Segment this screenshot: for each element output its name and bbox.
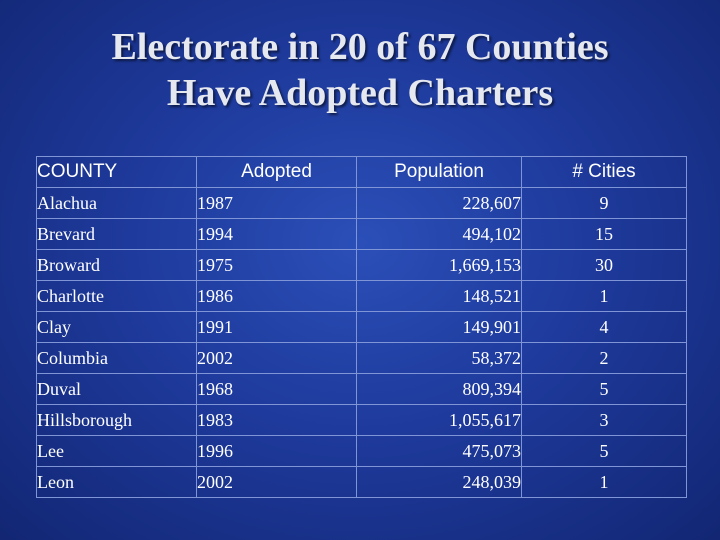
county-cell: Clay (36, 311, 197, 343)
header-row: COUNTY Adopted Population # Cities (36, 156, 687, 188)
county-cell: Alachua (36, 187, 197, 219)
adopted-cell: 1968 (196, 373, 357, 405)
column-header-population: Population (356, 156, 522, 188)
county-cell: Brevard (36, 218, 197, 250)
table-row: Leon 2002 248,039 1 (36, 466, 687, 498)
adopted-cell: 1996 (196, 435, 357, 467)
adopted-cell: 2002 (196, 342, 357, 374)
county-cell: Duval (36, 373, 197, 405)
column-header-adopted: Adopted (196, 156, 357, 188)
county-cell: Lee (36, 435, 197, 467)
table-row: Lee 1996 475,073 5 (36, 435, 687, 467)
cities-cell: 1 (521, 466, 687, 498)
cities-cell: 15 (521, 218, 687, 250)
table-row: Broward 1975 1,669,153 30 (36, 249, 687, 281)
cities-cell: 3 (521, 404, 687, 436)
county-cell: Columbia (36, 342, 197, 374)
table-row: Columbia 2002 58,372 2 (36, 342, 687, 374)
population-cell: 58,372 (356, 342, 522, 374)
slide-title: Electorate in 20 of 67 Counties Have Ado… (0, 24, 720, 116)
cities-cell: 9 (521, 187, 687, 219)
adopted-cell: 1991 (196, 311, 357, 343)
title-line-1: Electorate in 20 of 67 Counties (111, 26, 609, 68)
population-cell: 148,521 (356, 280, 522, 312)
cities-cell: 5 (521, 435, 687, 467)
county-cell: Leon (36, 466, 197, 498)
population-cell: 475,073 (356, 435, 522, 467)
adopted-cell: 1987 (196, 187, 357, 219)
cities-cell: 1 (521, 280, 687, 312)
population-cell: 494,102 (356, 218, 522, 250)
table-row: Clay 1991 149,901 4 (36, 311, 687, 343)
table-row: Brevard 1994 494,102 15 (36, 218, 687, 250)
column-header-county: COUNTY (36, 156, 197, 188)
adopted-cell: 1983 (196, 404, 357, 436)
table-row: Hillsborough 1983 1,055,617 3 (36, 404, 687, 436)
population-cell: 248,039 (356, 466, 522, 498)
adopted-cell: 1994 (196, 218, 357, 250)
cities-cell: 4 (521, 311, 687, 343)
cities-cell: 2 (521, 342, 687, 374)
population-cell: 228,607 (356, 187, 522, 219)
table-row: Alachua 1987 228,607 9 (36, 187, 687, 219)
population-cell: 149,901 (356, 311, 522, 343)
counties-table: COUNTY Adopted Population # Cities Alach… (36, 156, 687, 498)
population-cell: 1,669,153 (356, 249, 522, 281)
cities-cell: 5 (521, 373, 687, 405)
county-cell: Charlotte (36, 280, 197, 312)
population-cell: 1,055,617 (356, 404, 522, 436)
adopted-cell: 2002 (196, 466, 357, 498)
population-cell: 809,394 (356, 373, 522, 405)
adopted-cell: 1975 (196, 249, 357, 281)
cities-cell: 30 (521, 249, 687, 281)
title-line-2: Have Adopted Charters (166, 72, 554, 114)
table-row: Charlotte 1986 148,521 1 (36, 280, 687, 312)
column-header-cities: # Cities (521, 156, 687, 188)
county-cell: Hillsborough (36, 404, 197, 436)
table-row: Duval 1968 809,394 5 (36, 373, 687, 405)
county-cell: Broward (36, 249, 197, 281)
adopted-cell: 1986 (196, 280, 357, 312)
